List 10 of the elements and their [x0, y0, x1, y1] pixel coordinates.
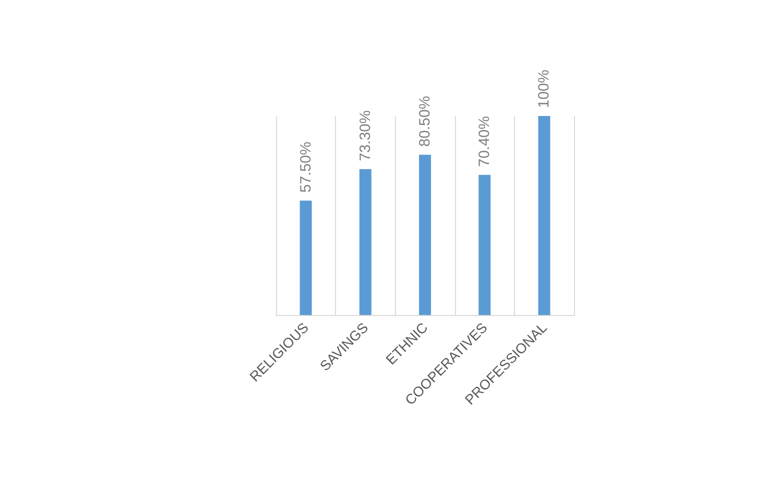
bar — [300, 200, 312, 315]
data-label: 100% — [536, 70, 553, 108]
data-label: 70.40% — [476, 116, 494, 167]
data-label: 80.50% — [416, 96, 434, 147]
bar — [478, 174, 491, 315]
data-label: 57.50% — [297, 142, 314, 193]
bar — [359, 169, 372, 315]
bar — [538, 116, 550, 315]
data-label: 73.30% — [356, 110, 374, 162]
bar — [419, 154, 431, 315]
